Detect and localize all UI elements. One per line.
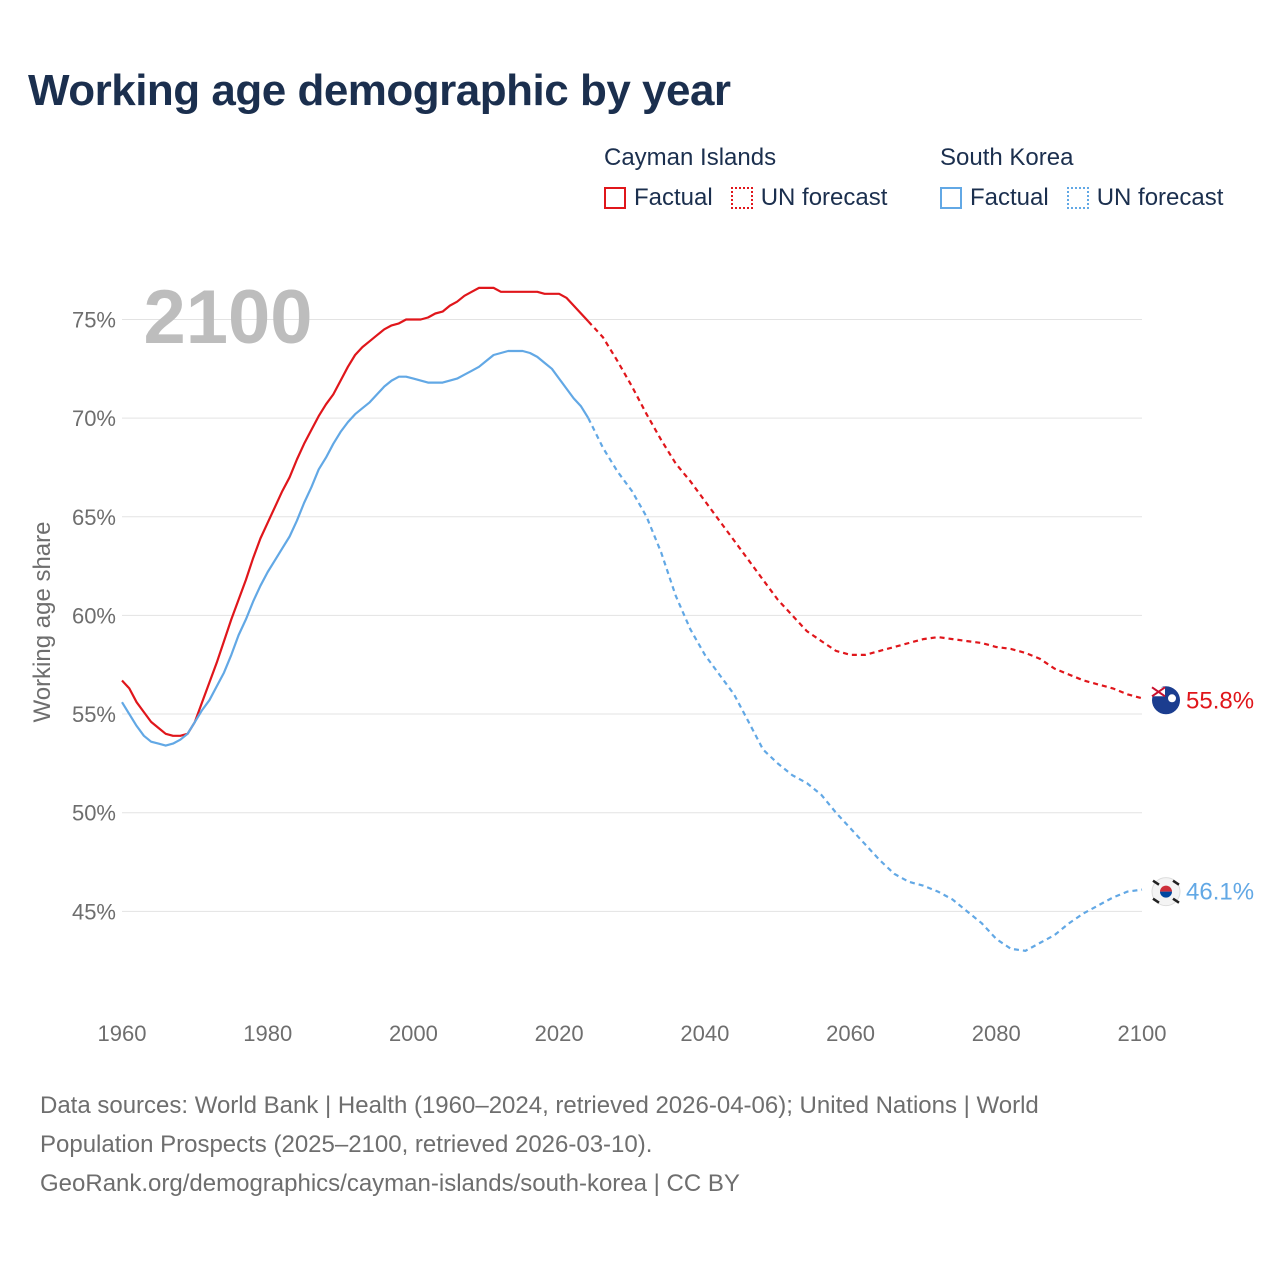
footer-line-2: Population Prospects (2025–2100, retriev… bbox=[40, 1131, 653, 1158]
flag-crest bbox=[1168, 694, 1176, 703]
y-tick-label: 55% bbox=[72, 702, 116, 727]
dotted-swatch-icon bbox=[1066, 187, 1089, 209]
axis-layer: 45% 50% 55% 60% 65% 70% 75% 1960 1980 2000 2020 204… bbox=[72, 307, 1167, 1046]
flag-trigram bbox=[1172, 897, 1180, 904]
y-tick-label: 60% bbox=[72, 603, 116, 628]
y-tick-label: 70% bbox=[72, 406, 116, 431]
chart-title: Working age demographic by year bbox=[28, 66, 731, 115]
series-line-forecast bbox=[587, 417, 1143, 952]
legend-item-cayman-forecast[interactable]: UN forecast bbox=[730, 184, 888, 212]
legend-item-korea-forecast[interactable]: UN forecast bbox=[1066, 184, 1224, 212]
legend-item-label: UN forecast bbox=[760, 184, 888, 211]
legend-item-label: Factual bbox=[970, 184, 1049, 211]
x-tick-label: 2100 bbox=[1118, 1021, 1167, 1046]
x-tick-label: 2080 bbox=[972, 1021, 1021, 1046]
footer-sources: Data sources: World Bank | Health (1960–… bbox=[40, 1086, 1200, 1203]
series-line-factual bbox=[121, 349, 590, 747]
y-tick-label: 50% bbox=[72, 801, 116, 826]
legend-item-label: Factual bbox=[634, 184, 713, 211]
x-tick-label: 2040 bbox=[680, 1021, 729, 1046]
flag-trigram bbox=[1152, 897, 1160, 904]
legend-item-korea-factual[interactable]: Factual bbox=[940, 184, 1049, 212]
footer-line-3[interactable]: GeoRank.org/demographics/cayman-islands/… bbox=[40, 1170, 740, 1197]
solid-swatch-icon bbox=[940, 187, 962, 209]
x-tick-label: 2000 bbox=[389, 1021, 438, 1046]
y-axis-label: Working age share bbox=[29, 522, 56, 723]
series-line-forecast bbox=[587, 320, 1143, 700]
flag-trigram bbox=[1172, 879, 1180, 886]
series-end-label: 55.8% bbox=[1186, 687, 1254, 714]
legend-group-label: South Korea bbox=[940, 144, 1074, 171]
legend-group-label: Cayman Islands bbox=[604, 144, 777, 171]
x-tick-label: 1980 bbox=[243, 1021, 292, 1046]
dotted-swatch-icon bbox=[730, 187, 753, 209]
x-tick-label: 2020 bbox=[535, 1021, 584, 1046]
x-tick-label: 2060 bbox=[826, 1021, 875, 1046]
series-end-label: 46.1% bbox=[1186, 879, 1254, 906]
footer-line-1: Data sources: World Bank | Health (1960–… bbox=[40, 1092, 1039, 1119]
flag-taegeuk-top bbox=[1160, 885, 1172, 892]
legend-group-cayman-islands: Cayman Islands Factual UN forecast bbox=[604, 144, 905, 212]
south-korea-flag-icon bbox=[1151, 877, 1181, 907]
grid-layer bbox=[122, 318, 1142, 912]
flag-taegeuk-bottom bbox=[1160, 891, 1172, 898]
legend-item-cayman-factual[interactable]: Factual bbox=[604, 184, 713, 212]
y-tick-label: 65% bbox=[72, 505, 116, 530]
solid-swatch-icon bbox=[604, 187, 626, 209]
legend-item-label: UN forecast bbox=[1096, 184, 1224, 211]
year-watermark: 2100 bbox=[143, 275, 312, 360]
end-marker-layer: 55.8% 46.1% bbox=[1151, 686, 1254, 907]
flag-trigram bbox=[1152, 879, 1160, 886]
y-tick-label: 45% bbox=[72, 899, 116, 924]
series-layer bbox=[121, 286, 1143, 952]
flag-cross bbox=[1151, 686, 1166, 698]
cayman-islands-flag-icon bbox=[1151, 686, 1180, 715]
legend-group-south-korea: South Korea Factual UN forecast bbox=[940, 144, 1223, 212]
y-tick-label: 75% bbox=[72, 307, 116, 332]
series-line-factual bbox=[121, 286, 590, 737]
x-tick-label: 1960 bbox=[98, 1021, 147, 1046]
